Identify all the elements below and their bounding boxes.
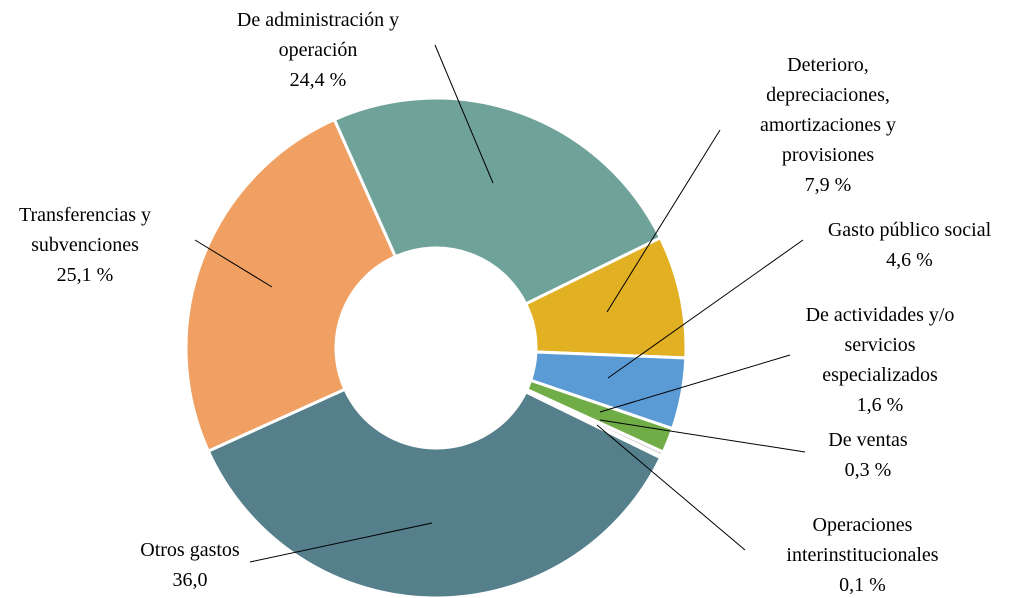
leader-line [606, 129, 721, 313]
value-label: 7,9 % [804, 174, 852, 196]
value-label: 4,6 % [886, 249, 933, 271]
category-name: Operaciones interinstitucionales [786, 514, 939, 566]
slice-label: Deterioro, depreciaciones, amortizacione… [738, 50, 918, 200]
slice [332, 96, 663, 306]
leader-line [194, 239, 273, 288]
category-name: Transferencias y subvenciones [18, 204, 151, 256]
value-label: 24,4 % [289, 69, 347, 91]
slice-label: De administración y operación 24,4 % [213, 5, 423, 95]
slice [206, 387, 663, 598]
leader-line [607, 239, 804, 379]
value-label: 0,3 % [844, 459, 892, 481]
leader-line [599, 419, 806, 453]
leader-line [596, 424, 746, 551]
slice-label: Otros gastos 36,0 [115, 535, 265, 595]
category-name: Gasto público social [827, 219, 992, 241]
category-name: Otros gastos [140, 539, 240, 561]
value-label: 36,0 [172, 569, 208, 591]
category-name: De actividades y/o servicios especializa… [805, 304, 955, 386]
slice-label: De ventas 0,3 % [808, 425, 928, 485]
leader-line [599, 354, 791, 413]
slice-label: Transferencias y subvenciones 25,1 % [0, 200, 170, 290]
value-label: 1,6 % [856, 394, 904, 416]
slice-label: De actividades y/o servicios especializa… [785, 300, 975, 420]
category-name: De ventas [828, 429, 908, 451]
value-label: 0,1 % [839, 574, 886, 596]
leader-line [434, 44, 494, 184]
slice [184, 117, 398, 454]
slice-label: Operaciones interinstitucionales 0,1 % [755, 510, 970, 598]
category-name: Deterioro, depreciaciones, amortizacione… [759, 54, 897, 166]
category-name: De administración y operación [236, 9, 400, 61]
slice-label: Gasto público social 4,6 % [800, 215, 1019, 275]
value-label: 25,1 % [56, 264, 114, 286]
leader-line [249, 522, 433, 563]
